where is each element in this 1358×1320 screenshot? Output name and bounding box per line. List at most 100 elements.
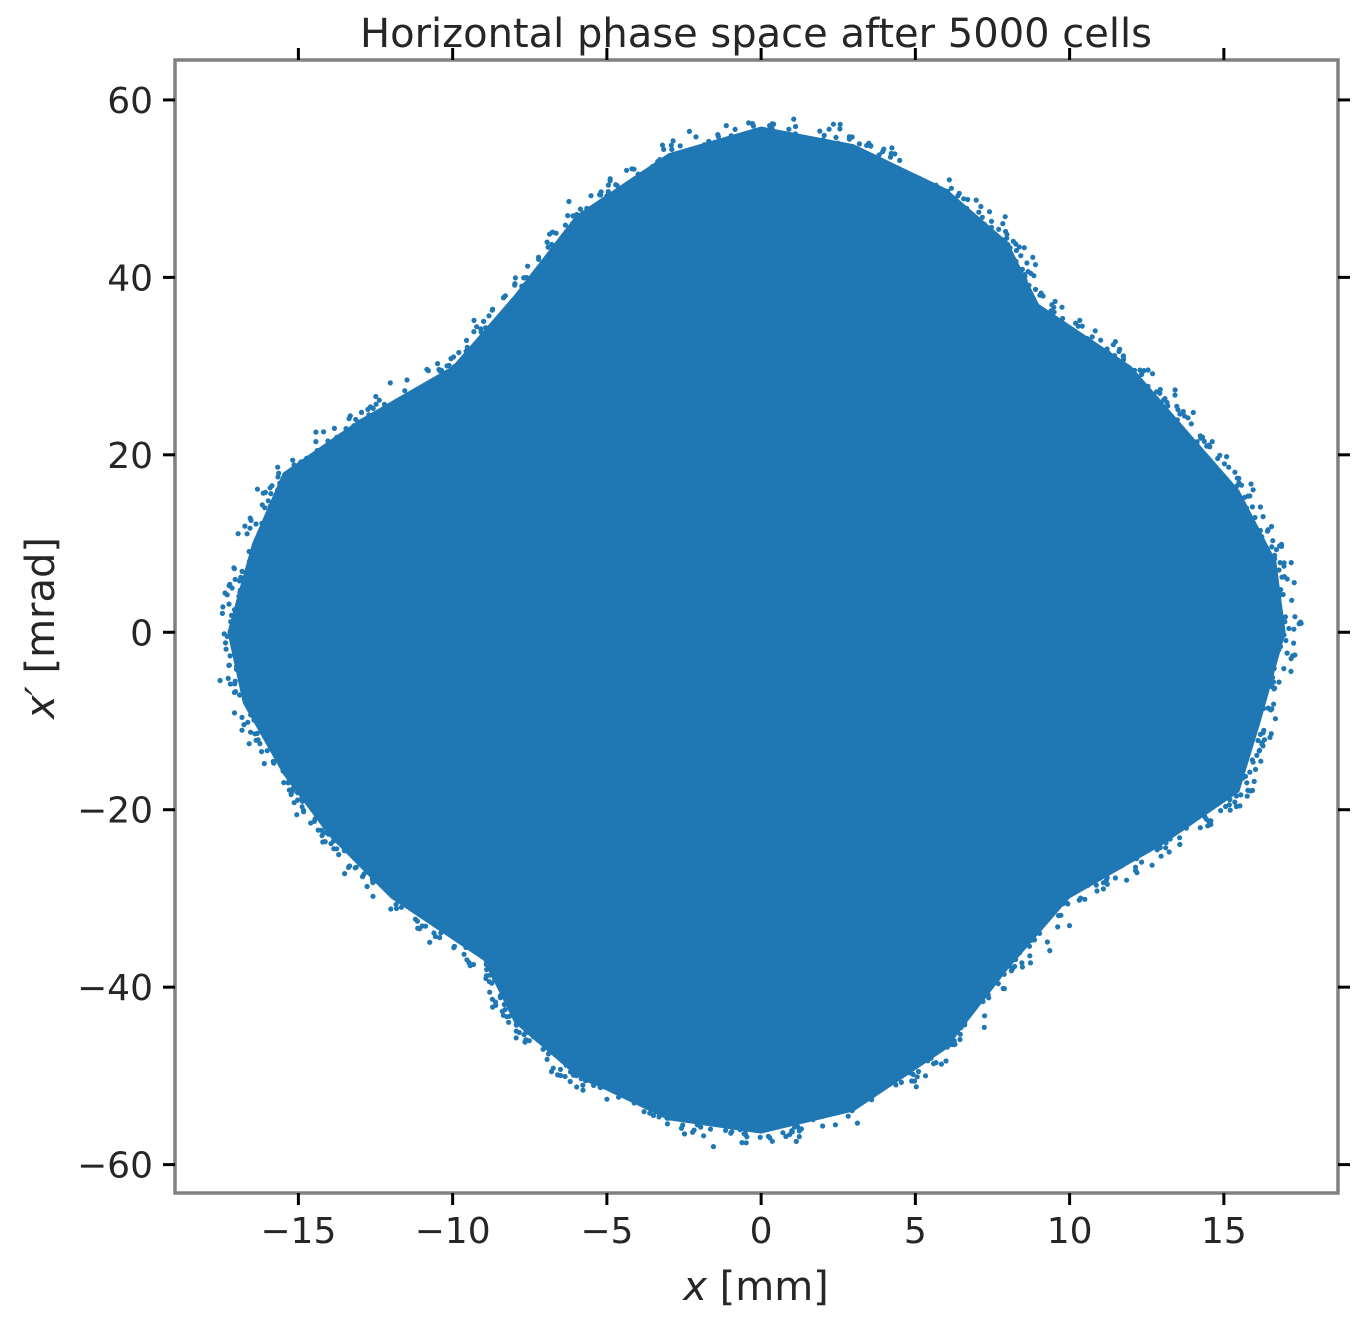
scatter-point bbox=[845, 1113, 851, 1119]
scatter-point bbox=[233, 666, 240, 673]
scatter-point bbox=[706, 138, 712, 144]
scatter-point bbox=[1221, 461, 1227, 467]
scatter-point bbox=[290, 457, 296, 463]
scatter-point bbox=[231, 640, 238, 646]
x-tick-label: −5 bbox=[580, 1211, 633, 1252]
scatter-point bbox=[1227, 807, 1233, 813]
scatter-point bbox=[439, 926, 445, 932]
scatter-point bbox=[609, 195, 616, 201]
scatter-point bbox=[1013, 258, 1019, 264]
scatter-point bbox=[639, 174, 645, 180]
scatter-point bbox=[253, 521, 259, 527]
scatter-point bbox=[664, 1121, 671, 1127]
scatter-point bbox=[953, 209, 959, 215]
y-tick-label: 20 bbox=[107, 436, 153, 477]
scatter-point bbox=[287, 471, 293, 477]
scatter-point bbox=[796, 1115, 802, 1121]
scatter-point bbox=[686, 1109, 692, 1115]
scatter-point bbox=[693, 134, 699, 140]
scatter-point bbox=[1138, 389, 1144, 395]
scatter-point bbox=[974, 980, 980, 986]
scatter-point bbox=[266, 732, 272, 739]
scatter-point bbox=[290, 786, 296, 792]
scatter-point bbox=[1163, 840, 1169, 846]
scatter-point bbox=[855, 1099, 861, 1105]
scatter-point bbox=[945, 188, 951, 194]
scatter-point bbox=[523, 1016, 529, 1022]
scatter-point bbox=[301, 782, 307, 788]
scatter-point bbox=[999, 963, 1005, 970]
scatter-point bbox=[489, 996, 495, 1002]
scatter-point bbox=[527, 1030, 533, 1036]
scatter-point bbox=[463, 348, 469, 354]
scatter-point bbox=[1019, 937, 1025, 943]
scatter-point bbox=[1033, 902, 1040, 908]
scatter-point bbox=[1077, 317, 1083, 323]
scatter-point bbox=[651, 1102, 657, 1108]
scatter-point bbox=[869, 1096, 875, 1102]
scatter-point bbox=[483, 973, 489, 979]
scatter-point bbox=[227, 681, 233, 687]
scatter-point bbox=[839, 1100, 846, 1106]
scatter-point bbox=[995, 244, 1001, 250]
scatter-point bbox=[1103, 877, 1110, 883]
scatter-point bbox=[982, 977, 988, 983]
scatter-point bbox=[566, 198, 572, 205]
scatter-point bbox=[1052, 298, 1058, 304]
scatter-point bbox=[1017, 288, 1023, 294]
scatter-point bbox=[1172, 830, 1178, 837]
scatter-point bbox=[1247, 769, 1253, 775]
scatter-point bbox=[414, 918, 420, 924]
scatter-point bbox=[981, 1024, 987, 1030]
y-axis-label: x′ [mrad] bbox=[18, 537, 64, 721]
scatter-point bbox=[404, 883, 410, 889]
scatter-point bbox=[614, 189, 620, 195]
scatter-point bbox=[627, 186, 634, 192]
scatter-point bbox=[562, 240, 568, 246]
scatter-point bbox=[1270, 606, 1276, 613]
scatter-point bbox=[821, 132, 827, 138]
x-axis-label: x [mm] bbox=[681, 1264, 829, 1310]
scatter-point bbox=[231, 710, 238, 716]
scatter-point bbox=[768, 126, 774, 132]
scatter-point bbox=[1286, 625, 1292, 632]
scatter-point bbox=[294, 812, 300, 818]
scatter-point bbox=[951, 1038, 957, 1044]
scatter-point bbox=[513, 1035, 519, 1041]
scatter-point bbox=[1272, 556, 1278, 562]
scatter-point bbox=[1167, 830, 1173, 837]
scatter-point bbox=[1167, 836, 1173, 842]
scatter-point bbox=[889, 177, 895, 183]
scatter-point bbox=[548, 1069, 555, 1075]
scatter-point bbox=[231, 607, 238, 613]
scatter-point bbox=[563, 1062, 569, 1068]
scatter-point bbox=[360, 874, 366, 880]
scatter-point bbox=[1282, 614, 1288, 620]
scatter-point bbox=[630, 178, 636, 184]
scatter-point bbox=[365, 406, 371, 412]
scatter-point bbox=[577, 1058, 583, 1064]
scatter-point bbox=[794, 1107, 801, 1113]
scatter-point bbox=[961, 196, 967, 202]
scatter-point bbox=[262, 729, 268, 735]
scatter-point bbox=[682, 1112, 688, 1118]
scatter-point bbox=[1219, 794, 1225, 800]
scatter-point bbox=[221, 631, 227, 637]
scatter-point bbox=[402, 388, 408, 394]
scatter-point bbox=[438, 930, 444, 936]
scatter-point bbox=[376, 397, 382, 403]
scatter-point bbox=[1186, 812, 1192, 818]
scatter-point bbox=[299, 795, 305, 802]
scatter-point bbox=[1192, 452, 1198, 458]
scatter-point bbox=[343, 848, 350, 854]
scatter-point bbox=[262, 521, 268, 527]
scatter-point bbox=[1004, 254, 1011, 260]
scatter-point bbox=[289, 765, 295, 771]
x-axis: −15 −10 −5 0 5 10 15 bbox=[260, 48, 1247, 1252]
scatter-point bbox=[545, 244, 551, 250]
scatter-point bbox=[431, 378, 437, 384]
scatter-point bbox=[494, 323, 500, 329]
scatter-point bbox=[502, 329, 508, 335]
scatter-point bbox=[1080, 337, 1086, 343]
scatter-point bbox=[914, 198, 921, 205]
